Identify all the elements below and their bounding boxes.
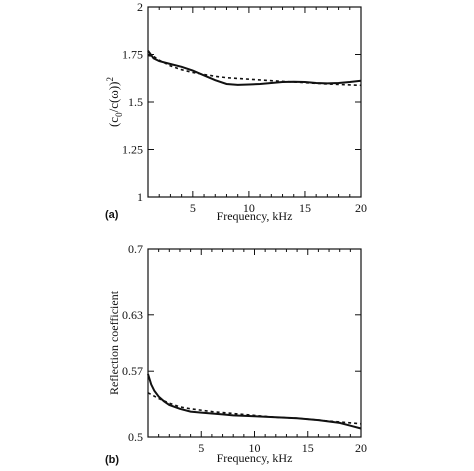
series-line-dashed [147, 392, 362, 425]
y-tick-label: 1.75 [122, 48, 143, 62]
y-tick-label: 1 [137, 190, 143, 204]
x-tick-label: 5 [190, 201, 196, 215]
x-tick-label: 20 [355, 441, 367, 455]
chart-panel-b: 5 10 15 20 0.5 0.57 0.63 0.7 Frequency, kHz Refle… [105, 242, 367, 466]
series-line-solid [147, 373, 362, 430]
x-axis-label: Frequency, kHz [217, 209, 293, 223]
y-tick-label: 0.57 [122, 364, 143, 378]
series-line-dashed [147, 54, 362, 87]
y-axis-label: (c0/c(ω))2 [105, 77, 124, 127]
y-axis-label: Reflection coefficient [107, 290, 121, 395]
x-tick-label: 10 [243, 201, 255, 215]
x-tick-label: 20 [355, 201, 367, 215]
plot-frame [147, 6, 362, 198]
x-tick-label: 10 [249, 441, 261, 455]
panel-label: (b) [105, 454, 119, 466]
y-tick-label: 1.25 [122, 143, 143, 157]
y-tick-label: 2 [137, 0, 143, 14]
series-line-solid [147, 50, 362, 86]
y-tick-label: 1.5 [128, 95, 143, 109]
x-tick-label: 5 [198, 441, 204, 455]
x-tick-label: 15 [302, 441, 314, 455]
y-tick-label: 0.7 [128, 242, 143, 256]
y-tick-label: 0.5 [128, 430, 143, 444]
x-tick-label: 15 [299, 201, 311, 215]
x-axis-label: Frequency, kHz [217, 451, 293, 465]
chart-panel-a: 5 10 15 20 1 1.25 1.5 1.75 2 Frequency, kHz (c0/c(… [105, 0, 367, 223]
panel-label: (a) [105, 209, 119, 221]
y-tick-label: 0.63 [122, 308, 143, 322]
